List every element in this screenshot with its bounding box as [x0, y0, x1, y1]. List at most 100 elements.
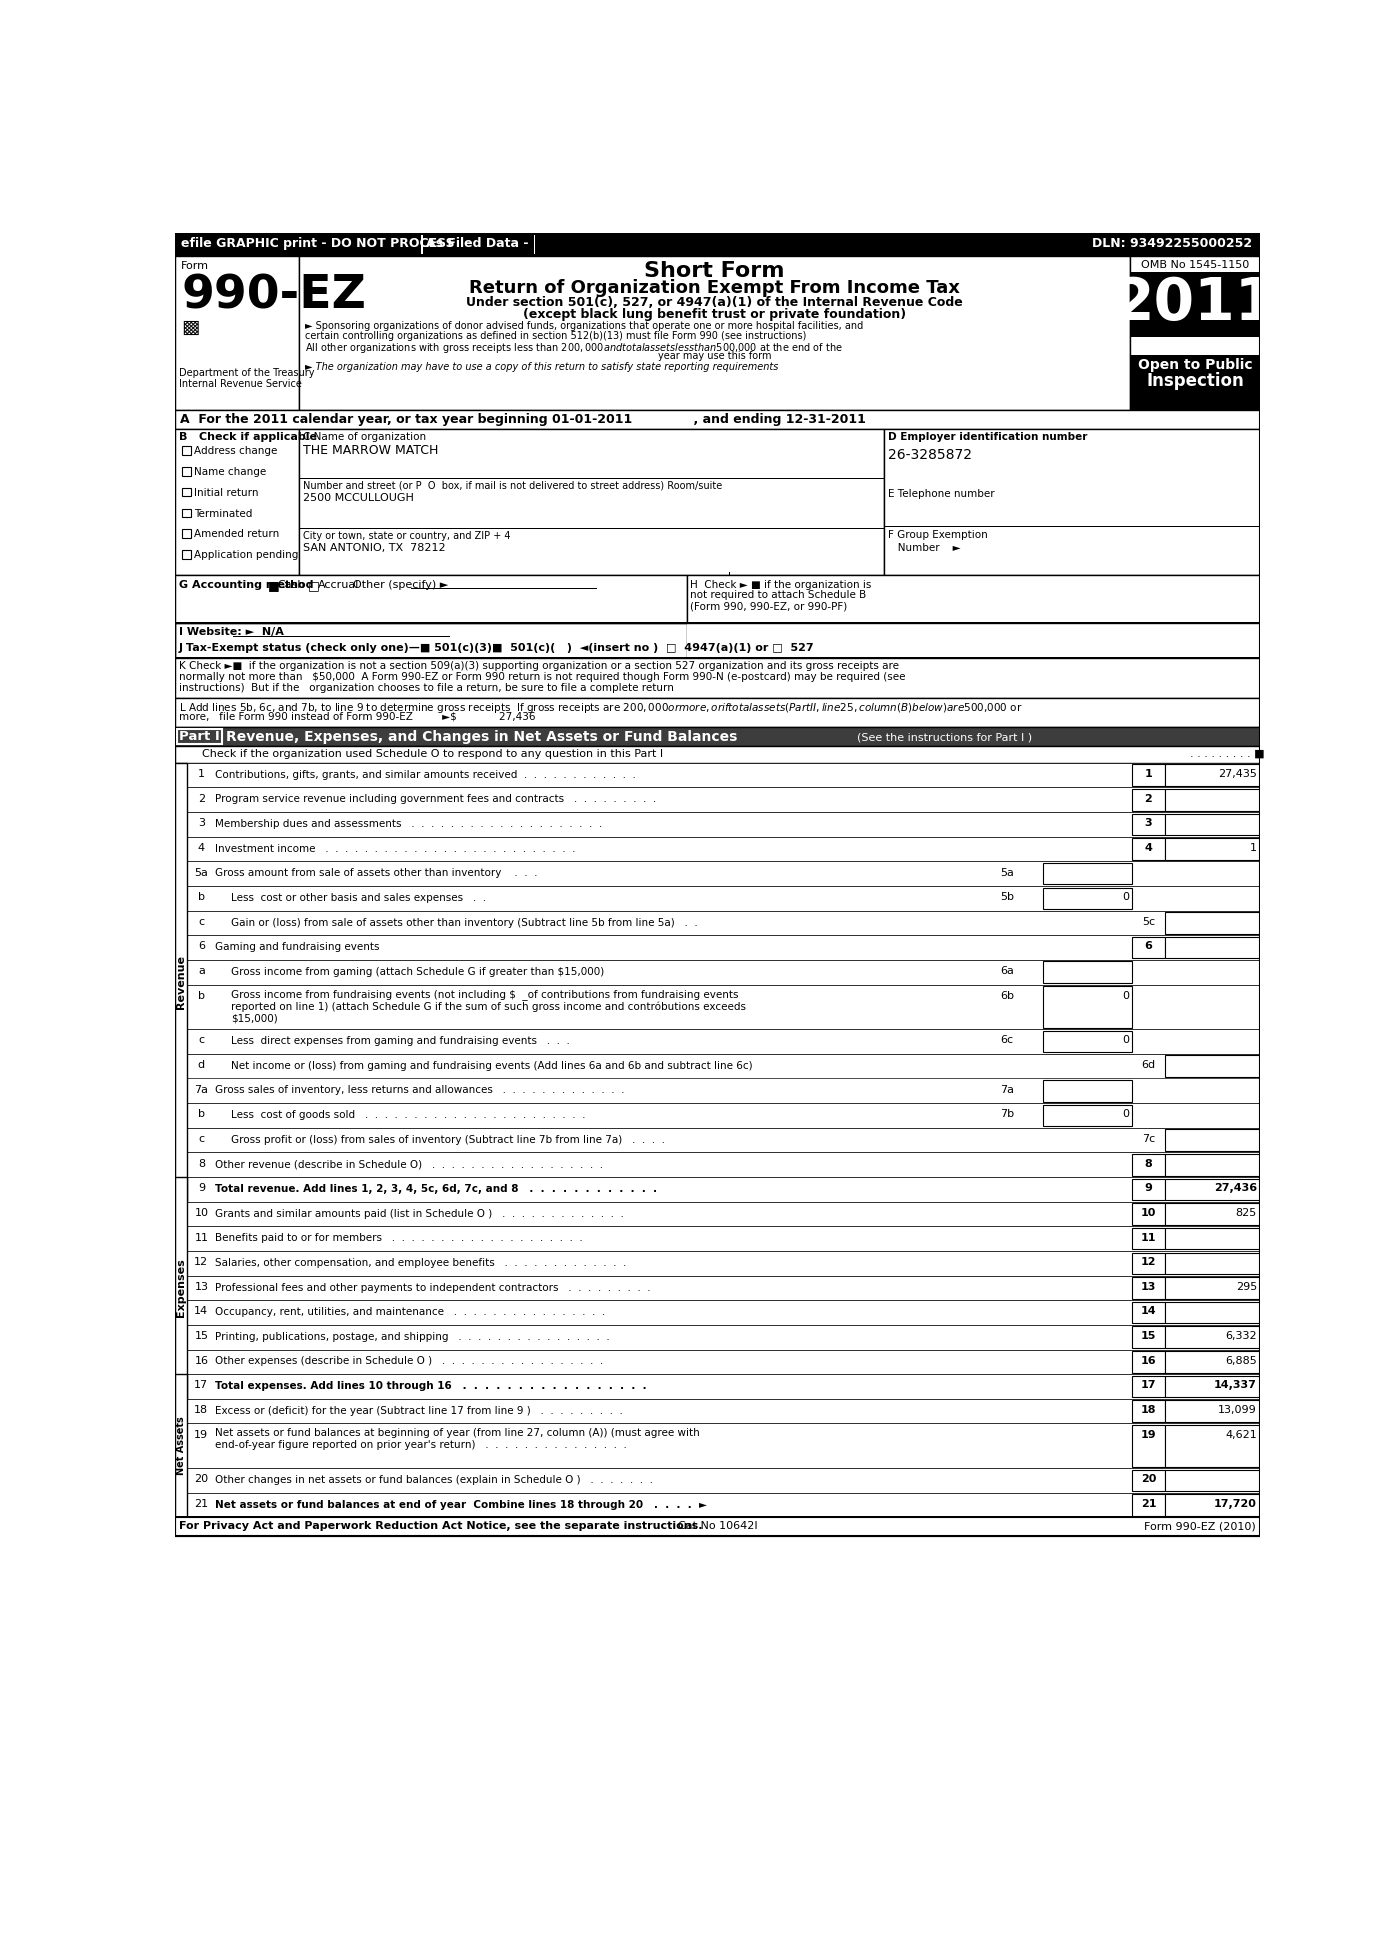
Text: 2500 MCCULLOUGH: 2500 MCCULLOUGH: [302, 493, 414, 503]
Text: City or town, state or country, and ZIP + 4: City or town, state or country, and ZIP …: [302, 530, 511, 542]
Bar: [175, 1128, 1260, 1152]
Text: 16: 16: [195, 1356, 209, 1365]
Text: Gross profit or (loss) from sales of inventory (Subtract line 7b from line 7a)  : Gross profit or (loss) from sales of inv…: [231, 1134, 665, 1144]
Bar: [686, 623, 1260, 658]
Bar: [182, 550, 190, 559]
Text: 5a: 5a: [195, 868, 209, 878]
Text: 8: 8: [197, 1159, 204, 1169]
Text: Terminated: Terminated: [193, 509, 252, 519]
Text: Revenue, Expenses, and Changes in Net Assets or Fund Balances: Revenue, Expenses, and Changes in Net As…: [227, 730, 738, 744]
Text: J Tax-Exempt status (check only one)—■ 501(c)(3)■  501(c)(   )  ◄(insert no )  □: J Tax-Exempt status (check only one)—■ 5…: [179, 643, 815, 653]
Bar: [1165, 1326, 1260, 1348]
Bar: [1133, 936, 1165, 959]
Bar: [1130, 355, 1260, 410]
Bar: [1165, 1154, 1260, 1175]
Bar: [1133, 1301, 1165, 1323]
Bar: [1043, 1080, 1133, 1101]
Text: d: d: [197, 1060, 204, 1070]
Bar: [175, 1350, 1260, 1375]
Bar: [1133, 788, 1165, 810]
Text: Net income or (loss) from gaming and fundraising events (Add lines 6a and 6b and: Net income or (loss) from gaming and fun…: [231, 1060, 752, 1070]
Text: 10: 10: [1141, 1208, 1156, 1218]
Text: 0: 0: [1121, 891, 1128, 903]
Bar: [1133, 765, 1165, 787]
Text: 17: 17: [1141, 1381, 1156, 1390]
Text: 19: 19: [1141, 1429, 1156, 1439]
Bar: [175, 911, 1260, 936]
Text: Check if the organization used Schedule O to respond to any question in this Par: Check if the organization used Schedule …: [202, 750, 664, 759]
Text: THE MARROW MATCH: THE MARROW MATCH: [302, 445, 438, 456]
Bar: [1165, 814, 1260, 835]
Bar: [175, 1375, 1260, 1398]
Bar: [175, 1375, 188, 1517]
Bar: [175, 959, 1260, 985]
Bar: [1133, 1179, 1165, 1200]
Text: certain controlling organizations as defined in section 512(b)(13) must file For: certain controlling organizations as def…: [305, 330, 806, 342]
Bar: [175, 410, 1260, 429]
Text: 27,435: 27,435: [1218, 769, 1257, 779]
Bar: [1133, 1253, 1165, 1274]
Text: 13,099: 13,099: [1218, 1404, 1257, 1416]
Text: b: b: [197, 990, 204, 1000]
Bar: [175, 862, 1260, 886]
Bar: [175, 575, 686, 623]
Bar: [1133, 1400, 1165, 1422]
Text: more,   file Form 990 instead of Form 990-EZ         ►$             27,436: more, file Form 990 instead of Form 990-…: [179, 713, 535, 722]
Bar: [175, 1251, 1260, 1276]
Text: All other organizations with gross receipts less than $200,000 and total assets : All other organizations with gross recei…: [305, 342, 843, 355]
Text: ▩: ▩: [181, 318, 200, 336]
Text: 13: 13: [195, 1282, 209, 1291]
Text: Contributions, gifts, grants, and similar amounts received  .  .  .  .  .  .  . : Contributions, gifts, grants, and simila…: [216, 769, 636, 781]
Bar: [175, 763, 188, 1202]
Text: 2: 2: [1145, 794, 1152, 804]
Text: 12: 12: [195, 1256, 209, 1266]
Text: 13: 13: [1141, 1282, 1156, 1291]
Text: Number and street (or P  O  box, if mail is not delivered to street address) Roo: Number and street (or P O box, if mail i…: [302, 482, 722, 491]
Text: . . . . . . . . . ■: . . . . . . . . . ■: [1190, 750, 1264, 759]
Text: Less  cost or other basis and sales expenses   .  .: Less cost or other basis and sales expen…: [231, 893, 486, 903]
Text: a: a: [197, 965, 204, 977]
Text: G Accounting method: G Accounting method: [179, 579, 314, 590]
Bar: [1130, 256, 1260, 410]
Text: Total revenue. Add lines 1, 2, 3, 4, 5c, 6d, 7c, and 8   .  .  .  .  .  .  .  . : Total revenue. Add lines 1, 2, 3, 4, 5c,…: [216, 1185, 658, 1194]
Text: Less  direct expenses from gaming and fundraising events   .  .  .: Less direct expenses from gaming and fun…: [231, 1037, 570, 1047]
Bar: [175, 429, 300, 575]
Bar: [175, 256, 300, 410]
Text: b: b: [197, 891, 204, 903]
Bar: [686, 575, 1260, 623]
Text: Occupancy, rent, utilities, and maintenance   .  .  .  .  .  .  .  .  .  .  .  .: Occupancy, rent, utilities, and maintena…: [216, 1307, 606, 1317]
Text: 20: 20: [195, 1474, 209, 1484]
Bar: [1165, 913, 1260, 934]
Text: (See the instructions for Part I ): (See the instructions for Part I ): [857, 732, 1032, 742]
Text: Gross income from fundraising events (not including $  _of contributions from fu: Gross income from fundraising events (no…: [231, 988, 738, 1000]
Bar: [1043, 1031, 1133, 1053]
Bar: [1165, 1470, 1260, 1491]
Text: 3: 3: [1145, 818, 1152, 827]
Bar: [1133, 1326, 1165, 1348]
Text: 26-3285872: 26-3285872: [888, 449, 972, 462]
Text: 825: 825: [1236, 1208, 1257, 1218]
Text: 17,720: 17,720: [1214, 1499, 1257, 1509]
Text: Amended return: Amended return: [193, 530, 279, 540]
Bar: [1043, 1105, 1133, 1126]
Text: For Privacy Act and Paperwork Reduction Act Notice, see the separate instruction: For Privacy Act and Paperwork Reduction …: [179, 1521, 703, 1530]
Bar: [182, 487, 190, 497]
Bar: [175, 658, 1260, 697]
Text: Form: Form: [181, 260, 209, 270]
Bar: [175, 1517, 1260, 1536]
Bar: [1165, 1204, 1260, 1225]
Text: 7a: 7a: [1001, 1086, 1015, 1095]
Text: Grants and similar amounts paid (list in Schedule O )   .  .  .  .  .  .  .  .  : Grants and similar amounts paid (list in…: [216, 1208, 624, 1220]
Text: Return of Organization Exempt From Income Tax: Return of Organization Exempt From Incom…: [469, 280, 960, 297]
Text: 6: 6: [1144, 942, 1152, 952]
Text: 6a: 6a: [1001, 965, 1014, 977]
Text: Professional fees and other payments to independent contractors   .  .  .  .  . : Professional fees and other payments to …: [216, 1282, 651, 1293]
Text: 15: 15: [195, 1330, 209, 1342]
Text: 9: 9: [197, 1183, 204, 1192]
Bar: [1133, 1470, 1165, 1491]
Bar: [300, 429, 885, 575]
Bar: [1165, 1301, 1260, 1323]
Text: 6d: 6d: [1141, 1060, 1155, 1070]
Text: As Filed Data -: As Filed Data -: [426, 237, 529, 251]
Text: Benefits paid to or for members   .  .  .  .  .  .  .  .  .  .  .  .  .  .  .  .: Benefits paid to or for members . . . . …: [216, 1233, 582, 1243]
